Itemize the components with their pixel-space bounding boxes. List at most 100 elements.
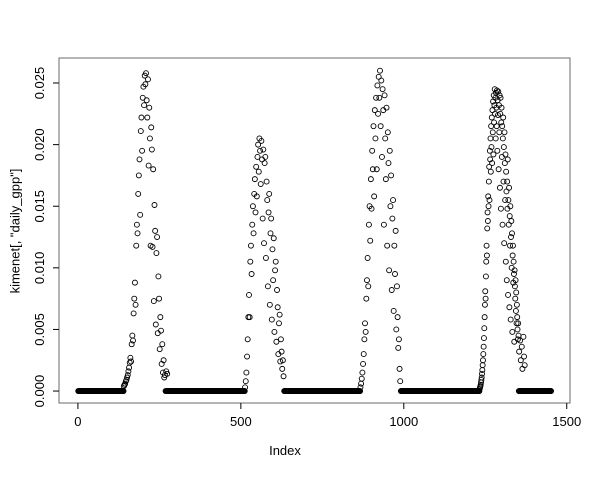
gpp-point xyxy=(247,258,254,265)
gpp-point xyxy=(274,304,281,311)
gpp-point xyxy=(243,369,250,376)
gpp-point xyxy=(364,255,371,261)
gpp-point xyxy=(363,295,370,302)
gpp-point xyxy=(488,114,495,121)
gpp-point xyxy=(371,193,378,200)
gpp-point xyxy=(396,365,403,372)
gpp-point xyxy=(485,203,492,210)
gpp-point xyxy=(150,166,157,173)
gpp-point xyxy=(516,348,523,355)
gpp-point xyxy=(360,360,367,367)
gpp-point xyxy=(489,160,496,167)
gpp-point xyxy=(132,301,139,308)
data-points xyxy=(75,67,555,394)
gpp-point xyxy=(266,190,273,197)
gpp-point xyxy=(479,367,486,374)
gpp-point xyxy=(483,258,490,265)
gpp-point xyxy=(268,316,275,323)
gpp-point xyxy=(379,86,386,93)
gpp-point xyxy=(494,147,501,154)
gpp-point xyxy=(497,110,504,117)
gpp-point xyxy=(362,320,368,327)
gpp-point xyxy=(484,209,491,216)
gpp-point xyxy=(496,129,503,136)
gpp-point xyxy=(494,87,500,94)
gpp-point xyxy=(164,370,171,377)
gpp-point xyxy=(136,156,143,163)
gpp-point xyxy=(271,328,278,335)
gpp-point xyxy=(480,351,487,358)
gpp-point xyxy=(368,205,375,212)
gpp-point xyxy=(376,94,383,101)
gpp-point xyxy=(253,193,260,200)
gpp-point xyxy=(377,123,384,130)
gpp-point xyxy=(145,76,151,83)
gpp-point xyxy=(152,321,159,328)
gpp-point xyxy=(151,202,158,208)
gpp-point xyxy=(521,362,528,369)
gpp-point xyxy=(253,163,260,170)
gpp-point xyxy=(488,123,495,130)
gpp-point xyxy=(498,153,505,160)
gpp-point xyxy=(478,374,485,381)
gpp-point xyxy=(511,283,518,290)
gpp-point xyxy=(133,221,140,228)
gpp-point xyxy=(280,373,287,380)
gpp-point xyxy=(391,242,398,249)
gpp-point xyxy=(379,153,385,160)
zero-point xyxy=(357,388,364,394)
gpp-point xyxy=(149,243,156,250)
x-tick-label: 500 xyxy=(230,414,252,429)
gpp-point xyxy=(146,104,153,111)
gpp-point xyxy=(483,252,490,259)
gpp-point xyxy=(365,221,372,228)
gpp-point xyxy=(266,301,273,308)
gpp-point xyxy=(153,250,160,257)
gpp-point xyxy=(276,320,282,327)
gpp-point xyxy=(500,178,507,185)
gpp-point xyxy=(500,114,507,121)
gpp-point xyxy=(392,271,398,277)
gpp-point xyxy=(500,144,507,151)
gpp-point xyxy=(503,277,510,284)
gpp-point xyxy=(130,310,137,317)
gpp-point xyxy=(490,151,497,158)
gpp-point xyxy=(146,135,153,142)
gpp-point xyxy=(390,308,397,314)
gpp-point xyxy=(481,314,488,321)
gpp-point xyxy=(372,135,379,142)
gpp-point xyxy=(388,172,395,179)
gpp-point xyxy=(148,124,155,131)
gpp-point xyxy=(135,190,142,197)
zero-point xyxy=(548,388,555,394)
gpp-point xyxy=(499,123,506,130)
gpp-point xyxy=(504,156,511,163)
gpp-point xyxy=(486,197,493,204)
gpp-point xyxy=(493,123,500,130)
y-tick-label: 0.020 xyxy=(32,128,47,161)
gpp-point xyxy=(242,384,249,391)
gpp-point xyxy=(154,234,161,240)
gpp-point xyxy=(502,258,509,265)
gpp-point xyxy=(514,314,521,321)
gpp-point xyxy=(390,197,396,204)
gpp-point xyxy=(255,141,262,148)
gpp-point xyxy=(512,277,519,284)
gpp-point xyxy=(397,378,404,385)
gpp-point xyxy=(367,176,374,183)
gpp-point xyxy=(511,271,517,277)
gpp-point xyxy=(520,333,527,340)
plot-box xyxy=(58,57,571,404)
gpp-point xyxy=(517,357,524,364)
gpp-point xyxy=(501,240,508,247)
gpp-point xyxy=(272,258,279,265)
gpp-point xyxy=(158,327,164,334)
gpp-point xyxy=(501,129,508,136)
gpp-point xyxy=(509,328,516,335)
gpp-point xyxy=(492,110,498,117)
gpp-point xyxy=(160,357,167,364)
gpp-point xyxy=(495,166,502,173)
gpp-point xyxy=(484,225,491,232)
x-axis: 0 500 1000 1500 xyxy=(74,403,581,429)
gpp-point xyxy=(258,137,265,144)
